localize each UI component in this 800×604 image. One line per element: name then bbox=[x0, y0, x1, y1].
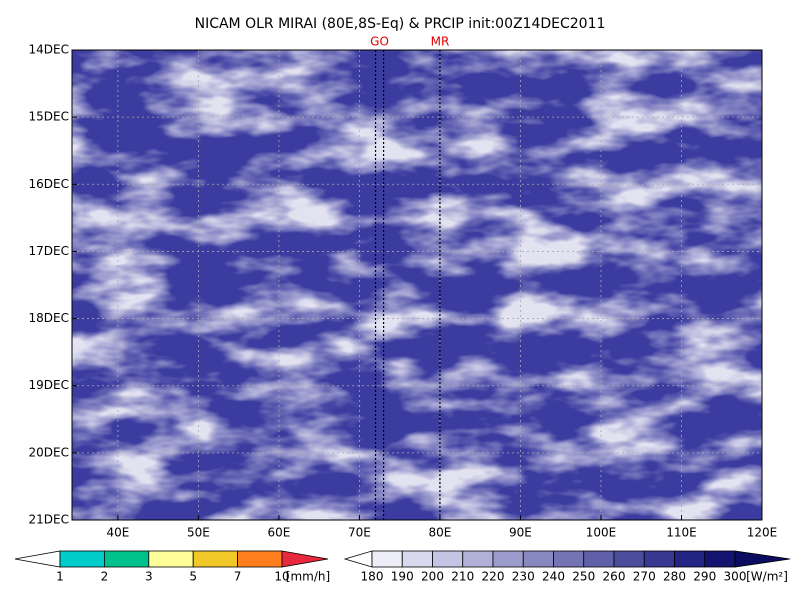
colorbar-label: 5 bbox=[189, 570, 197, 584]
chart-layer: 40E 50E 60E 70E 80E 90E 100E 110E 120E 14DEC 15DEC… bbox=[14, 35, 791, 584]
colorbar-box bbox=[59, 550, 105, 568]
colorbar-label: 190 bbox=[391, 570, 414, 584]
colorbar-label: 230 bbox=[512, 570, 535, 584]
field bbox=[72, 50, 762, 520]
plot-frame bbox=[71, 49, 763, 521]
field-texture bbox=[72, 50, 762, 520]
x-tick-label: 110E bbox=[666, 526, 697, 540]
colorbar-unit: [W/m²] bbox=[746, 570, 788, 584]
colorbar-box bbox=[192, 550, 238, 568]
colorbar-label: 200 bbox=[421, 570, 444, 584]
colorbar-label: 240 bbox=[542, 570, 565, 584]
colorbar-box bbox=[674, 550, 706, 568]
y-tick-label: 15DEC bbox=[29, 110, 69, 124]
colorbar-box bbox=[237, 550, 283, 568]
colorbar-label: 210 bbox=[451, 570, 474, 584]
colorbar-label: 7 bbox=[234, 570, 242, 584]
colorbar-under bbox=[343, 550, 373, 568]
colorbar-label: 3 bbox=[145, 570, 153, 584]
colorbar-box bbox=[148, 550, 194, 568]
colorbar-box bbox=[492, 550, 524, 568]
x-tick-label: 120E bbox=[747, 526, 778, 540]
y-tick-label: 18DEC bbox=[29, 311, 69, 325]
colorbar-box bbox=[401, 550, 433, 568]
colorbar-box bbox=[432, 550, 464, 568]
y-tick-label: 14DEC bbox=[29, 43, 69, 57]
colorbar-label: 260 bbox=[603, 570, 626, 584]
colorbar-box bbox=[583, 550, 615, 568]
x-tick-label: 60E bbox=[267, 526, 290, 540]
colorbar-label: 10 bbox=[274, 570, 289, 584]
y-tick-label: 21DEC bbox=[29, 513, 69, 527]
colorbar-box bbox=[613, 550, 645, 568]
x-tick-label: 70E bbox=[348, 526, 371, 540]
marker-label: MR bbox=[431, 35, 450, 49]
x-tick-label: 90E bbox=[509, 526, 532, 540]
colorbar-box bbox=[553, 550, 585, 568]
colorbar-label: 2 bbox=[101, 570, 109, 584]
colorbar-label: 270 bbox=[633, 570, 656, 584]
colorbar-box bbox=[371, 550, 403, 568]
colorbar-label: 300 bbox=[724, 570, 747, 584]
colorbar-label: 1 bbox=[56, 570, 64, 584]
colorbar-label: 180 bbox=[361, 570, 384, 584]
x-tick-label: 50E bbox=[187, 526, 210, 540]
colorbar-label: 290 bbox=[693, 570, 716, 584]
y-tick-label: 16DEC bbox=[29, 177, 69, 191]
colorbar-label: 220 bbox=[482, 570, 505, 584]
y-tick-label: 20DEC bbox=[29, 445, 69, 459]
colorbar-label: 250 bbox=[572, 570, 595, 584]
colorbar-box bbox=[522, 550, 554, 568]
colorbar-over bbox=[734, 550, 791, 568]
y-tick-label: 19DEC bbox=[29, 378, 69, 392]
marker-label: GO bbox=[370, 35, 389, 49]
chart-title: NICAM OLR MIRAI (80E,8S-Eq) & PRCIP init… bbox=[195, 16, 606, 32]
colorbar-unit: [mm/h] bbox=[286, 570, 330, 584]
x-tick-label: 100E bbox=[586, 526, 617, 540]
colorbar-box bbox=[704, 550, 736, 568]
colorbar-under bbox=[14, 550, 61, 568]
x-tick-label: 80E bbox=[429, 526, 452, 540]
colorbar-over bbox=[281, 550, 329, 568]
colorbar-box bbox=[462, 550, 494, 568]
x-tick-label: 40E bbox=[106, 526, 129, 540]
y-tick-label: 17DEC bbox=[29, 244, 69, 258]
colorbar-box bbox=[643, 550, 675, 568]
colorbar-box bbox=[104, 550, 150, 568]
colorbar-label: 280 bbox=[663, 570, 686, 584]
